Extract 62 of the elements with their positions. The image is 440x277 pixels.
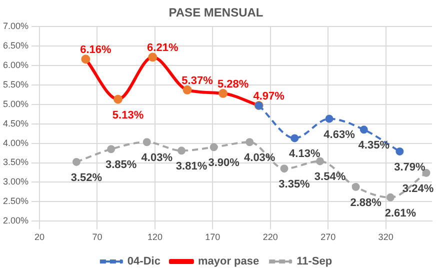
point (81, 54, 90, 64)
y-tick-label: 2.00% (2, 216, 29, 226)
data-label: 5.37% (182, 74, 214, 87)
point (218, 88, 228, 98)
y-tick-label: 7.00% (2, 20, 29, 31)
data-label: 3.54% (314, 171, 346, 184)
x-tick-label: 270 (320, 232, 336, 242)
y-tick-label: 5.00% (2, 98, 29, 109)
data-label: 4.35% (358, 140, 390, 152)
x-tick-label: 170 (205, 232, 220, 242)
point (316, 157, 324, 166)
x-tick-label: 70 (92, 232, 102, 242)
data-label: 4.63% (324, 128, 356, 141)
y-tick-label: 6.00% (2, 60, 29, 70)
data-label: 5.28% (217, 78, 249, 90)
y-tick-label: 6.50% (2, 40, 29, 50)
legend-label: mayor pase (198, 256, 260, 268)
point (325, 114, 334, 123)
legend-label: 11-Sep (296, 256, 332, 268)
x-tick-label: 120 (147, 232, 162, 242)
data-label: 3.85% (105, 159, 137, 172)
point (246, 138, 254, 146)
data-label: 3.52% (70, 172, 102, 184)
point (352, 182, 360, 191)
y-tick-label: 3.50% (2, 157, 29, 168)
point (142, 138, 151, 146)
x-tick-label: 20 (34, 232, 45, 242)
legend-label: 04-Dic (127, 256, 160, 268)
data-label: 4.13% (289, 148, 320, 160)
point (148, 52, 158, 62)
data-label: 3.24% (402, 182, 434, 195)
y-tick-label: 4.50% (2, 118, 29, 128)
point (290, 134, 299, 142)
data-label: 4.97% (253, 90, 285, 103)
data-label: 3.35% (278, 178, 310, 191)
point (210, 143, 218, 152)
data-label: 2.61% (384, 207, 416, 220)
point (178, 146, 186, 155)
point (280, 164, 288, 173)
data-label: 4.03% (244, 152, 276, 164)
point (72, 158, 80, 166)
x-tick-label: 320 (378, 232, 394, 242)
data-label: 6.21% (147, 42, 178, 54)
data-label: 3.79% (394, 161, 426, 174)
data-label: 5.13% (112, 109, 144, 122)
chart-title: PASE MENSUAL (168, 6, 264, 20)
y-tick-label: 4.00% (2, 138, 29, 148)
point (360, 126, 368, 134)
y-tick-label: 5.50% (2, 79, 29, 90)
data-label: 3.81% (176, 160, 208, 173)
point (182, 85, 192, 94)
point (386, 193, 394, 202)
data-label: 4.03% (141, 152, 173, 164)
point (114, 94, 123, 104)
data-label: 6.16% (80, 44, 112, 56)
point (396, 147, 404, 156)
data-label: 2.88% (350, 196, 382, 209)
y-tick-label: 2.50% (2, 196, 29, 206)
y-tick-label: 3.00% (2, 176, 29, 187)
x-tick-label: 220 (262, 232, 278, 242)
data-label: 3.90% (208, 157, 240, 170)
point (107, 145, 116, 154)
